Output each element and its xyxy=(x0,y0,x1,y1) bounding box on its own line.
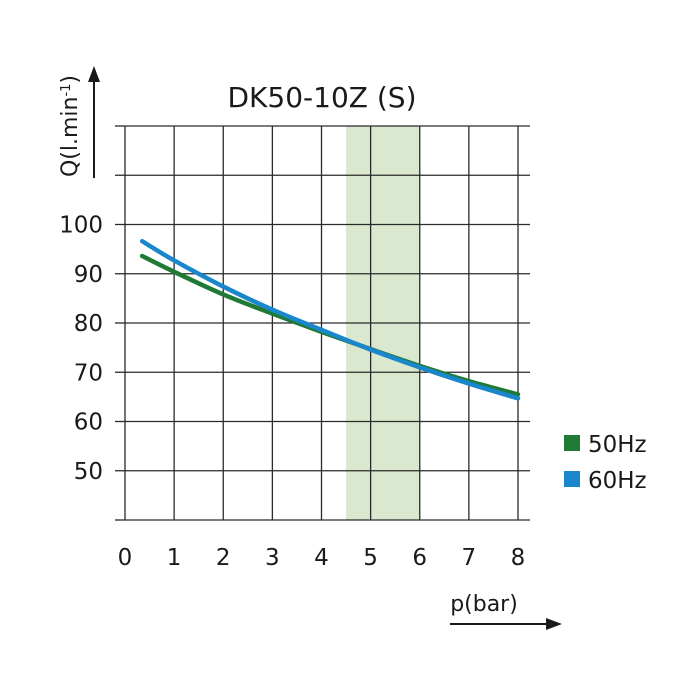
x-axis-title: p(bar) xyxy=(450,592,518,617)
y-tick-label: 70 xyxy=(74,360,103,386)
series-line-50hz xyxy=(139,253,521,397)
x-axis-arrow-head xyxy=(546,618,562,630)
x-tick-label: 6 xyxy=(412,545,427,571)
y-axis-title: Q(l.min-1) xyxy=(58,75,83,177)
x-tick-label: 1 xyxy=(167,545,182,571)
x-tick-label: 4 xyxy=(314,545,329,571)
y-tick-label: 60 xyxy=(74,410,103,436)
x-tick-label: 7 xyxy=(462,545,477,571)
x-tick-label: 0 xyxy=(118,545,133,571)
legend-label-60hz: 60Hz xyxy=(588,468,647,494)
y-axis-title-main: Q(l.min xyxy=(58,97,83,178)
y-tick-label: 80 xyxy=(74,311,103,337)
y-axis-title-close: ) xyxy=(58,75,83,84)
legend-label-50hz: 50Hz xyxy=(588,432,647,458)
legend-swatch-50hz xyxy=(564,435,580,451)
y-axis-arrow-head xyxy=(88,66,100,82)
x-tick-label: 8 xyxy=(511,545,526,571)
chart-title: DK50-10Z (S) xyxy=(228,81,417,114)
y-tick-label: 50 xyxy=(74,459,103,485)
x-tick-label: 2 xyxy=(216,545,231,571)
y-tick-label: 90 xyxy=(74,262,103,288)
y-tick-label: 100 xyxy=(59,213,103,239)
x-tick-label: 5 xyxy=(363,545,378,571)
series-line-60hz xyxy=(139,238,521,401)
y-axis-title-superscript: -1 xyxy=(59,84,74,97)
legend-swatch-60hz xyxy=(564,471,580,487)
legend: 50Hz 60Hz xyxy=(564,432,647,494)
x-tick-label: 3 xyxy=(265,545,280,571)
